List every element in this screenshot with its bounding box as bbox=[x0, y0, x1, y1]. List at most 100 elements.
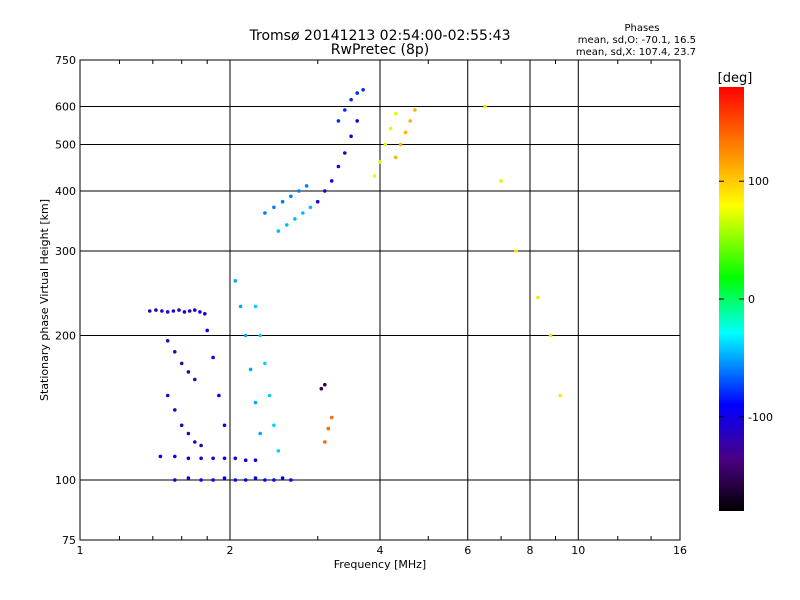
echo-points bbox=[147, 88, 562, 482]
echo-point bbox=[165, 393, 170, 398]
echo-point bbox=[297, 189, 301, 193]
stats-o-mode: mean, sd,O: -70.1, 16.5 bbox=[578, 35, 696, 46]
colorbar-tick-label: -100 bbox=[748, 411, 773, 424]
echo-point bbox=[355, 119, 360, 123]
chart-subtitle: RwPretec (8p) bbox=[331, 42, 429, 58]
echo-point bbox=[289, 194, 293, 199]
colorbar-label: [deg] bbox=[718, 71, 753, 86]
echo-point bbox=[160, 309, 164, 313]
echo-point bbox=[193, 377, 197, 382]
echo-point bbox=[233, 456, 238, 461]
echo-point bbox=[336, 164, 341, 169]
echo-point bbox=[388, 126, 393, 131]
echo-point bbox=[372, 174, 377, 178]
echo-point bbox=[158, 454, 163, 459]
echo-point bbox=[329, 415, 334, 420]
echo-point bbox=[514, 249, 518, 253]
echo-point bbox=[222, 456, 227, 461]
x-tick-label: 2 bbox=[227, 544, 234, 557]
echo-point bbox=[243, 478, 248, 482]
echo-point bbox=[173, 454, 177, 459]
echo-point bbox=[205, 328, 209, 333]
colorbar-tick-label: 0 bbox=[748, 293, 755, 306]
echo-point bbox=[243, 458, 248, 463]
echo-point bbox=[323, 382, 327, 387]
echo-point bbox=[408, 119, 413, 123]
echo-point bbox=[154, 308, 158, 312]
echo-point bbox=[179, 423, 184, 428]
echo-point bbox=[276, 449, 281, 453]
echo-point bbox=[263, 478, 267, 482]
echo-point bbox=[536, 295, 540, 300]
echo-point bbox=[355, 91, 360, 95]
echo-point bbox=[198, 310, 202, 314]
colorbar-tick-label: 100 bbox=[748, 175, 769, 188]
x-tick-label: 6 bbox=[464, 544, 471, 557]
echo-point bbox=[383, 142, 388, 147]
y-axis-ticks: 75 100 200 300 400 500 600 750 bbox=[55, 54, 76, 547]
echo-point bbox=[233, 478, 238, 482]
echo-point bbox=[272, 423, 276, 428]
echo-point bbox=[211, 478, 215, 482]
echo-point bbox=[315, 199, 320, 204]
echo-point bbox=[173, 408, 177, 412]
echo-point bbox=[280, 476, 285, 480]
echo-point bbox=[558, 393, 562, 398]
echo-point bbox=[193, 308, 197, 312]
echo-point bbox=[182, 310, 187, 314]
echo-point bbox=[267, 393, 272, 398]
echo-point bbox=[233, 279, 238, 283]
echo-point bbox=[329, 179, 334, 183]
echo-point bbox=[323, 189, 327, 193]
y-tick-label: 400 bbox=[55, 185, 76, 198]
echo-point bbox=[413, 108, 417, 112]
echo-point bbox=[165, 310, 170, 314]
echo-point bbox=[165, 339, 170, 343]
y-tick-label: 300 bbox=[55, 245, 76, 258]
echo-point bbox=[319, 386, 324, 391]
echo-point bbox=[186, 431, 191, 436]
echo-point bbox=[293, 217, 297, 221]
echo-point bbox=[276, 229, 281, 233]
echo-point bbox=[253, 304, 258, 309]
echo-point bbox=[323, 440, 327, 444]
y-tick-label: 200 bbox=[55, 330, 76, 343]
echo-point bbox=[499, 179, 503, 183]
chart-title: Tromsø 20141213 02:54:00-02:55:43 bbox=[249, 28, 511, 44]
y-tick-label: 600 bbox=[55, 101, 76, 114]
stats-x-mode: mean, sd,X: 107.4, 23.7 bbox=[576, 47, 696, 58]
echo-point bbox=[308, 205, 313, 210]
echo-point bbox=[326, 426, 331, 431]
echo-point bbox=[343, 151, 347, 155]
echo-point bbox=[285, 223, 289, 227]
x-axis-ticks: 1 2 4 6 8 10 16 bbox=[77, 544, 688, 557]
echo-point bbox=[483, 104, 487, 109]
x-tick-label: 4 bbox=[377, 544, 384, 557]
echo-point bbox=[199, 478, 203, 482]
x-axis-label: Frequency [MHz] bbox=[334, 558, 426, 571]
echo-point bbox=[361, 88, 365, 92]
echo-point bbox=[179, 361, 184, 366]
echo-point bbox=[393, 111, 398, 116]
echo-point bbox=[548, 333, 553, 338]
echo-point bbox=[171, 309, 176, 313]
echo-point bbox=[243, 333, 248, 338]
echo-point bbox=[343, 108, 347, 112]
echo-point bbox=[203, 312, 207, 316]
plot-frame bbox=[79, 59, 681, 541]
echo-point bbox=[378, 160, 382, 164]
colorbar-ticks: 100 0 -100 bbox=[719, 175, 773, 424]
echo-point bbox=[199, 443, 203, 448]
echo-point bbox=[199, 456, 203, 461]
echo-point bbox=[393, 155, 398, 160]
echo-point bbox=[403, 130, 408, 135]
y-tick-label: 75 bbox=[62, 534, 76, 547]
y-tick-label: 500 bbox=[55, 139, 76, 152]
echo-point bbox=[280, 199, 285, 204]
echo-point bbox=[289, 478, 293, 482]
echo-point bbox=[193, 440, 197, 444]
grid-lines bbox=[79, 59, 681, 541]
echo-point bbox=[258, 333, 263, 338]
x-tick-label: 16 bbox=[673, 544, 687, 557]
